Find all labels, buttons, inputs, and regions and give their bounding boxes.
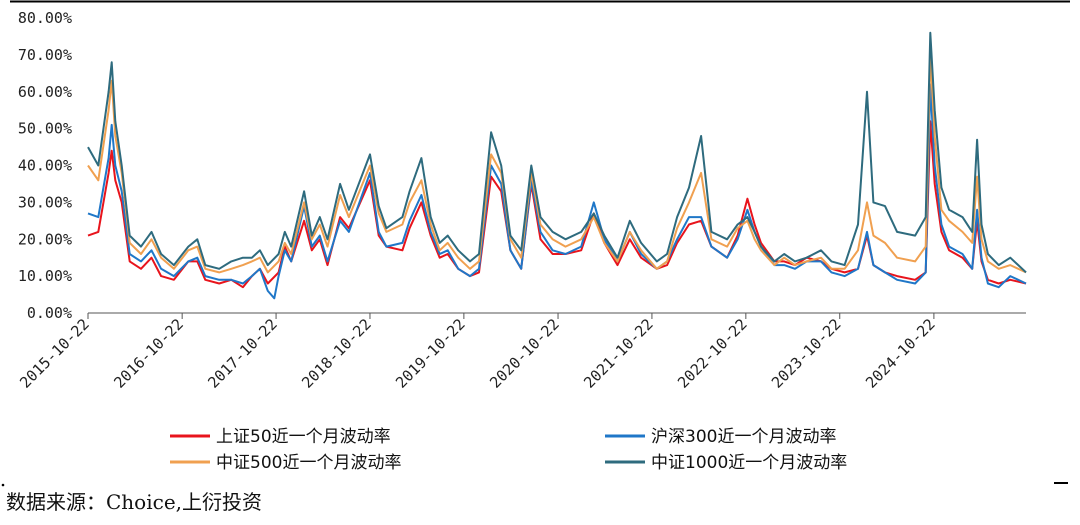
series-line-4 [87, 31, 1027, 274]
y-tick-label: 30.00% [18, 193, 72, 211]
x-tick-label: 2021-10-22 [580, 315, 657, 392]
series-line-2 [87, 83, 1027, 300]
y-tick-label: 80.00% [18, 9, 72, 27]
series-layer [87, 31, 1027, 300]
x-tick-label: 2017-10-22 [204, 315, 281, 392]
x-tick-label: 2019-10-22 [392, 315, 469, 392]
legend-label: 中证500近一个月波动率 [216, 453, 401, 473]
y-tick-label: 10.00% [18, 267, 72, 285]
x-tick-label: 2015-10-22 [16, 315, 93, 392]
left-margin-dot [1, 483, 5, 487]
x-axis: 2015-10-22 2016-10-22 2017-10-22 2018-10-22… [16, 312, 1026, 392]
y-tick-label: 70.00% [18, 46, 72, 64]
legend-label: 沪深300近一个月波动率 [651, 427, 836, 447]
y-axis-labels: 0.00% 10.00% 20.00% 30.00% 40.00% 50.00% 60.00… [18, 9, 72, 322]
y-tick-label: 50.00% [18, 120, 72, 138]
x-tick-label: 2022-10-22 [674, 315, 751, 392]
y-tick-label: 60.00% [18, 83, 72, 101]
legend-label: 上证50近一个月波动率 [216, 427, 391, 447]
y-tick-label: 40.00% [18, 157, 72, 175]
x-tick-label: 2024-10-22 [862, 315, 939, 392]
y-tick-label: 0.00% [27, 304, 72, 322]
x-tick-label: 2023-10-22 [768, 315, 845, 392]
series-line-3 [87, 53, 1027, 274]
source-note: 数据来源：Choice,上衍投资 [6, 490, 263, 514]
legend-label: 中证1000近一个月波动率 [651, 453, 847, 473]
x-tick-label: 2018-10-22 [298, 315, 375, 392]
x-tick-label: 2020-10-22 [486, 315, 563, 392]
y-tick-label: 20.00% [18, 230, 72, 248]
x-tick-label: 2016-10-22 [110, 315, 187, 392]
